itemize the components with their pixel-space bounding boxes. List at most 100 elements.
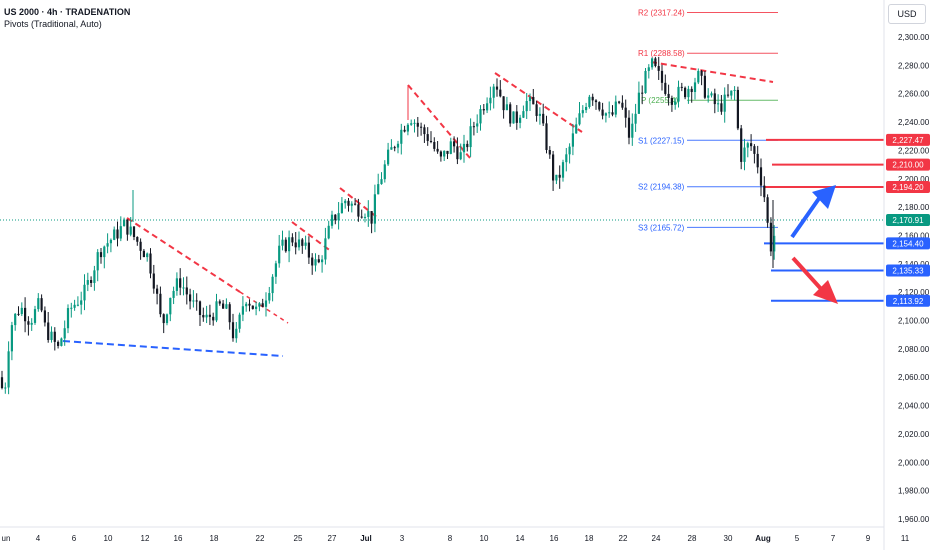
candle-body	[568, 146, 571, 155]
candle-body	[288, 237, 291, 252]
x-tick-label: 30	[724, 534, 733, 543]
candle-body	[14, 313, 17, 326]
candle-body	[73, 304, 76, 308]
candle-body	[453, 141, 456, 147]
candle-body	[380, 179, 383, 185]
price-axis[interactable]: 1,960.00 1,980.00 2,000.00 2,020.00 2,040.00…	[883, 0, 930, 550]
candle-body	[406, 124, 409, 132]
y-tick-label: 2,140.00	[898, 260, 930, 269]
chart-legend[interactable]: US 2000 · 4h · TRADENATION Pivots (Tradi…	[4, 6, 130, 30]
candle-body	[390, 147, 393, 150]
candle-body	[311, 257, 314, 266]
price-tag	[886, 180, 930, 193]
candle-body	[601, 109, 604, 116]
candle-body	[324, 238, 327, 260]
candle-body	[17, 313, 20, 315]
x-tick-label: Aug	[755, 534, 771, 543]
candle-body	[241, 306, 244, 315]
candle-body	[446, 150, 449, 154]
candle-body	[0, 377, 4, 389]
candle-body	[674, 101, 677, 105]
candle-body	[532, 96, 535, 105]
y-tick-label: 2,220.00	[898, 146, 930, 155]
candle-body	[271, 276, 274, 294]
candle-body	[215, 301, 218, 321]
x-tick-label: 7	[831, 534, 836, 543]
candle-body	[486, 103, 489, 111]
price-tag	[886, 237, 930, 250]
candle-body	[416, 122, 419, 127]
candle-body	[743, 147, 746, 162]
candle-body	[294, 242, 297, 248]
candle-body	[377, 184, 380, 195]
candle-body	[208, 314, 211, 317]
candle-body	[195, 300, 198, 302]
candle-body	[218, 301, 221, 304]
y-tick-label: 2,080.00	[898, 345, 930, 354]
candle-body	[123, 219, 126, 227]
candle-body	[103, 246, 106, 258]
candle-body	[634, 113, 637, 124]
candle-body	[284, 239, 287, 252]
candle-body	[604, 113, 607, 116]
y-tick-label: 2,000.00	[898, 458, 930, 467]
candle-body	[314, 259, 317, 266]
candle-body	[740, 128, 743, 162]
candle-body	[472, 126, 475, 128]
candle-body	[248, 303, 251, 306]
candle-body	[654, 58, 657, 67]
candle-body	[499, 89, 502, 97]
candle-body	[410, 123, 413, 125]
candle-body	[753, 146, 756, 154]
candle-body	[228, 304, 231, 323]
candle-body	[571, 133, 574, 147]
price-tag-label: 2,154.40	[892, 239, 924, 248]
candle-body	[251, 305, 254, 309]
time-axis[interactable]: un 4 6 10 12 16 18 22 25 27 Jul 3 8 10 14 16 18 22 24 28 30 A…	[0, 526, 910, 543]
candle-body	[113, 229, 116, 240]
y-tick-label: 2,040.00	[898, 402, 930, 411]
candle-body	[750, 143, 753, 147]
x-tick-label: 16	[550, 534, 559, 543]
candle-body	[687, 88, 690, 98]
candle-body	[443, 150, 446, 157]
price-tag	[886, 264, 930, 277]
x-tick-label: 18	[210, 534, 219, 543]
candle-body	[413, 122, 416, 124]
pivot-label: S1 (2227.15)	[638, 136, 685, 145]
candle-body	[535, 104, 538, 116]
price-tag-label: 2,210.00	[892, 161, 924, 170]
candle-body	[119, 226, 122, 239]
candle-body	[710, 93, 713, 96]
candle-body	[624, 107, 627, 118]
candle-body	[713, 93, 716, 105]
candle-body	[700, 70, 703, 76]
price-tag-label: 2,227.47	[892, 136, 924, 145]
candle-body	[515, 111, 518, 123]
indicator-label[interactable]: Pivots (Traditional, Auto)	[4, 19, 102, 29]
candle-body	[172, 290, 175, 298]
candle-body	[129, 226, 132, 235]
candle-body	[274, 263, 277, 277]
candle-body	[261, 303, 264, 307]
y-tick-label: 2,200.00	[898, 175, 930, 184]
current-price-label: 2,170.91	[892, 216, 924, 225]
candle-body	[354, 203, 357, 205]
candle-body	[231, 322, 235, 339]
candle-body	[334, 214, 337, 221]
candle-body	[363, 216, 367, 218]
candle-body	[347, 200, 350, 206]
candle-body	[469, 126, 472, 148]
candle-body	[558, 174, 561, 178]
candle-body	[278, 245, 281, 264]
currency-button[interactable]: USD	[888, 4, 926, 24]
resistance-trendline	[650, 61, 774, 83]
candle-body	[773, 235, 776, 252]
candle-body	[509, 104, 512, 124]
candle-body	[281, 239, 284, 246]
candle-body	[552, 154, 555, 181]
candle-body	[644, 70, 647, 94]
candle-body	[96, 252, 99, 271]
chart-title[interactable]: US 2000 · 4h · TRADENATION	[4, 7, 131, 17]
